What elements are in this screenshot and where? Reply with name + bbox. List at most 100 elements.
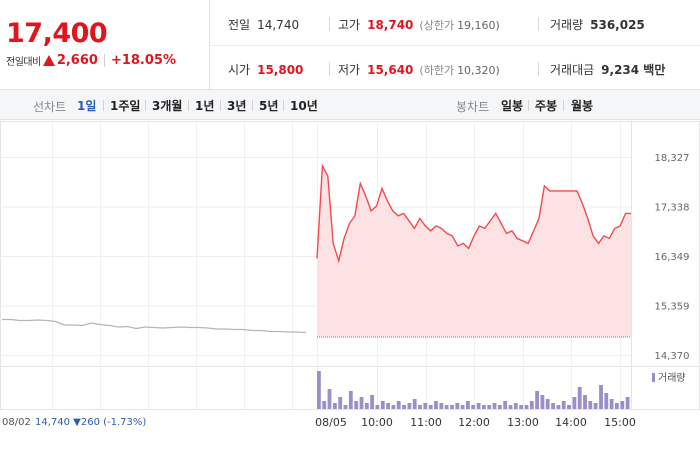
volume-bar <box>322 401 327 409</box>
volume-bar <box>529 401 534 409</box>
tab-10years[interactable]: 10년 <box>290 99 318 113</box>
stock-summary: 17,400 전일대비 2,660 +18.05% 전일 14,740 고가 1… <box>0 0 700 90</box>
tab-divider <box>283 100 284 111</box>
chart-canvas: 18,327 17,338 16,349 15,359 14,370 거래량 08/02 14… <box>0 121 700 429</box>
tab-divider <box>103 100 104 111</box>
high-price: 고가 18,740 (상한가 19,160) <box>338 16 500 33</box>
lower-limit-label: (하한가 <box>419 64 455 77</box>
upper-limit-label: (상한가 <box>419 19 455 32</box>
volume-bar <box>460 405 465 409</box>
volume-bar <box>418 405 422 409</box>
prev-close-label: 전일 <box>228 18 251 32</box>
volume-bar <box>519 405 523 409</box>
tab-5years[interactable]: 5년 <box>259 99 279 113</box>
change-row: 전일대비 2,660 +18.05% <box>6 53 176 68</box>
volume-bar <box>364 403 369 409</box>
volume-bar <box>503 401 508 409</box>
volume-bar <box>359 397 364 409</box>
x-tick-label: 12:00 <box>458 416 490 429</box>
volume-bar <box>561 401 566 409</box>
tab-divider <box>528 100 529 111</box>
divider <box>538 17 539 31</box>
volume-bar <box>412 399 417 409</box>
candle-chart-label: 봉차트 <box>456 100 490 114</box>
x-tick-label: 13:00 <box>507 416 539 429</box>
volume-bar <box>551 403 555 409</box>
volume-bar <box>396 401 401 409</box>
low-value: 15,640 <box>367 63 414 77</box>
prev-day-date-label: 08/02 <box>2 417 31 428</box>
row-divider <box>210 45 700 46</box>
x-tick-label: 10:00 <box>361 416 393 429</box>
volume-bar <box>343 405 348 409</box>
volume-bar <box>338 397 343 409</box>
volume-bar <box>391 405 396 409</box>
tab-divider <box>563 100 564 111</box>
volume-bar <box>604 393 609 409</box>
y-tick-label: 16,349 <box>655 252 690 263</box>
volume-bar <box>567 405 571 409</box>
volume: 거래량 536,025 <box>550 16 645 33</box>
y-tick-label: 17,338 <box>655 203 690 214</box>
volume-bar <box>620 401 625 409</box>
tab-divider <box>252 100 253 111</box>
volume-bar <box>466 401 470 409</box>
x-tick-label: 11:00 <box>410 416 442 429</box>
trade-amount-label: 거래대금 <box>550 63 595 77</box>
open-label: 시가 <box>228 63 251 77</box>
y-tick-label: 15,359 <box>655 302 690 313</box>
volume-bar <box>524 405 529 409</box>
volume-bar <box>423 403 428 409</box>
chart-tabs: 선차트 1일 1주일 3개월 1년 3년 5년 10년 봉차트 일봉 주봉 월봉 <box>0 90 700 120</box>
volume-bar <box>450 405 454 409</box>
prev-close-value: 14,740 <box>257 18 300 32</box>
volume-bar <box>492 403 497 409</box>
y-tick-label: 14,370 <box>655 351 690 362</box>
tab-3months[interactable]: 3개월 <box>152 99 183 113</box>
volume-bar <box>540 395 545 409</box>
high-label: 고가 <box>338 18 361 32</box>
change-label: 전일대비 <box>6 57 41 68</box>
today-area-fill <box>317 165 631 337</box>
volume-bar <box>508 405 513 409</box>
tab-1year[interactable]: 1년 <box>195 99 215 113</box>
divider <box>329 62 330 76</box>
tab-monthly-candle[interactable]: 월봉 <box>571 99 594 113</box>
trade-amount-value: 9,234 백만 <box>601 63 666 77</box>
prev-day-info-label: 14,740 ▼260 (-1.73%) <box>35 417 146 428</box>
volume-bar <box>402 405 406 409</box>
current-price: 17,400 <box>6 18 108 49</box>
trade-amount: 거래대금 9,234 백만 <box>550 61 665 78</box>
volume-bar <box>625 397 630 409</box>
high-value: 18,740 <box>367 18 414 32</box>
volume-bar <box>615 403 619 409</box>
volume-bar <box>386 403 390 409</box>
volume-bar <box>444 405 449 409</box>
volume-bar <box>535 391 539 409</box>
volume-bar <box>317 371 321 409</box>
tab-3years[interactable]: 3년 <box>227 99 247 113</box>
volume-bar <box>556 405 561 409</box>
volume-bar <box>434 401 438 409</box>
x-tick-label: 08/05 <box>315 416 347 429</box>
volume-bar <box>588 401 593 409</box>
y-tick-label: 18,327 <box>655 153 690 164</box>
tab-1day[interactable]: 1일 <box>77 99 97 113</box>
change-amount: 2,660 <box>56 53 98 68</box>
tab-1week[interactable]: 1주일 <box>110 99 141 113</box>
low-label: 저가 <box>338 63 361 77</box>
price-chart[interactable]: 18,327 17,338 16,349 15,359 14,370 거래량 08/02 14… <box>0 121 700 450</box>
volume-bar <box>455 403 460 409</box>
volume-bar <box>497 405 502 409</box>
line-chart-label: 선차트 <box>33 100 67 114</box>
volume-bar <box>577 387 582 409</box>
low-price: 저가 15,640 (하한가 10,320) <box>338 61 500 78</box>
tab-daily-candle[interactable]: 일봉 <box>501 99 524 113</box>
tab-weekly-candle[interactable]: 주봉 <box>535 99 558 113</box>
open-price: 시가 15,800 <box>228 61 303 78</box>
volume-bar <box>327 389 332 409</box>
volume-bar <box>348 391 353 409</box>
volume-bar <box>482 405 486 409</box>
volume-bar <box>513 403 518 409</box>
today-price-line <box>316 163 631 264</box>
